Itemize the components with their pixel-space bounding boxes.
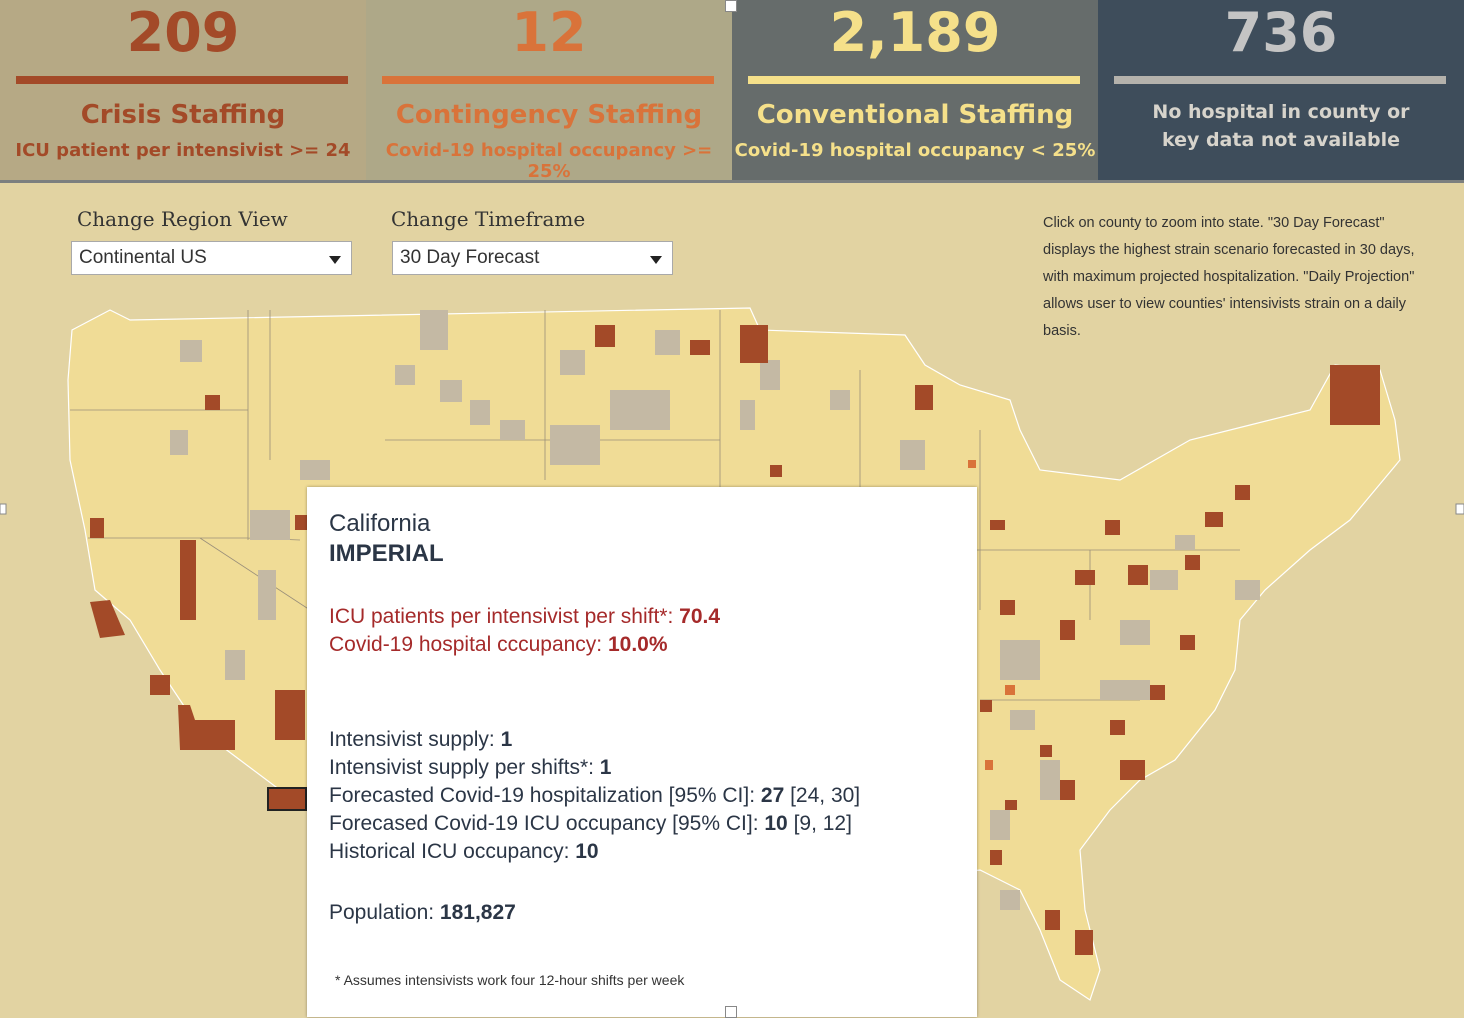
contingency-bar [382, 76, 714, 84]
crisis-count: 209 [126, 1, 240, 64]
intensivist-supply-shift-label: Intensivist supply per shifts*: [329, 756, 600, 779]
crisis-counties[interactable] [90, 325, 1380, 955]
info-text: Click on county to zoom into state. "30 … [1043, 215, 1415, 339]
intensivist-supply-value: 1 [500, 728, 513, 751]
icu-per-intensivist-value: 70.4 [679, 605, 721, 628]
conventional-staffing-card: 2,189 Conventional Staffing Covid-19 hos… [732, 0, 1098, 180]
tooltip-state: California [329, 510, 431, 537]
no-data-counties[interactable] [170, 310, 1260, 910]
timeframe-label: Change Timeframe [391, 207, 586, 231]
crisis-bar [16, 76, 348, 84]
timeframe-dropdown[interactable]: 30 Day Forecast [392, 241, 673, 275]
historical-icu-value: 10 [575, 840, 599, 863]
forecast-hospitalization-ci: [24, 30] [784, 784, 861, 807]
forecast-icu-row: Forecased Covid-19 ICU occupancy [95% CI… [329, 810, 955, 838]
region-view-dropdown[interactable]: Continental US [71, 241, 352, 275]
crisis-subtitle: ICU patient per intensivist >= 24 [15, 140, 351, 161]
historical-icu-row: Historical ICU occupancy: 10 [329, 838, 955, 866]
icu-per-intensivist-label: ICU patients per intensivist per shift*: [329, 605, 680, 628]
conventional-bar [748, 76, 1080, 84]
icu-per-intensivist-row: ICU patients per intensivist per shift*:… [329, 603, 955, 631]
hospital-occupancy-label: Covid-19 hospital cccupancy: [329, 633, 608, 656]
conventional-count: 2,189 [829, 1, 1001, 64]
hospital-occupancy-value: 10.0% [607, 633, 668, 656]
forecast-icu-value: 10 [764, 812, 788, 835]
chevron-down-icon[interactable] [650, 256, 662, 264]
chevron-down-icon[interactable] [329, 256, 341, 264]
forecast-hospitalization-label: Forecasted Covid-19 hospitalization [95%… [329, 784, 761, 807]
contingency-counties[interactable] [968, 460, 1015, 770]
hospital-occupancy-row: Covid-19 hospital cccupancy: 10.0% [329, 631, 955, 659]
no-data-bar [1114, 76, 1446, 84]
contingency-title: Contingency Staffing [395, 100, 703, 130]
tooltip-county: IMPERIAL [329, 540, 444, 567]
population-value: 181,827 [439, 901, 516, 924]
conventional-title: Conventional Staffing [756, 100, 1074, 130]
intensivist-supply-row: Intensivist supply: 1 [329, 726, 955, 754]
no-data-description: No hospital in county or key data not av… [1152, 101, 1410, 151]
forecast-icu-label: Forecased Covid-19 ICU occupancy [95% CI… [329, 812, 765, 835]
crisis-title: Crisis Staffing [80, 100, 286, 130]
intensivist-supply-shift-value: 1 [599, 756, 612, 779]
forecast-icu-ci: [9, 12] [787, 812, 852, 835]
region-view-label: Change Region View [77, 207, 288, 231]
county-tooltip: California IMPERIAL ICU patients per int… [307, 487, 977, 1017]
shift-footnote: * Assumes intensivists work four 12-hour… [335, 972, 685, 988]
timeframe-value: 30 Day Forecast [400, 247, 540, 268]
intensivist-supply-label: Intensivist supply: [329, 728, 501, 751]
resize-handle[interactable] [725, 1006, 737, 1018]
staffing-summary: 209 Crisis Staffing ICU patient per inte… [0, 0, 1464, 183]
conventional-subtitle: Covid-19 hospital occupancy < 25% [734, 140, 1096, 161]
resize-handle[interactable] [1455, 503, 1464, 515]
contingency-count: 12 [511, 1, 587, 64]
resize-handle[interactable] [0, 503, 7, 515]
population-label: Population: [329, 901, 440, 924]
forecast-hospitalization-value: 27 [760, 784, 785, 807]
contingency-subtitle: Covid-19 hospital occupancy >= 25% [385, 140, 713, 182]
forecast-hospitalization-row: Forecasted Covid-19 hospitalization [95%… [329, 782, 955, 810]
contingency-staffing-card: 12 Contingency Staffing Covid-19 hospita… [366, 0, 732, 182]
resize-handle[interactable] [725, 0, 737, 12]
no-data-card: 736 No hospital in county or key data no… [1098, 0, 1464, 180]
historical-icu-label: Historical ICU occupancy: [329, 840, 576, 863]
region-view-value: Continental US [79, 247, 207, 268]
population-row: Population: 181,827 [329, 899, 955, 927]
crisis-staffing-card: 209 Crisis Staffing ICU patient per inte… [0, 0, 366, 180]
no-data-count: 736 [1224, 1, 1338, 64]
intensivist-supply-shift-row: Intensivist supply per shifts*: 1 [329, 754, 955, 782]
